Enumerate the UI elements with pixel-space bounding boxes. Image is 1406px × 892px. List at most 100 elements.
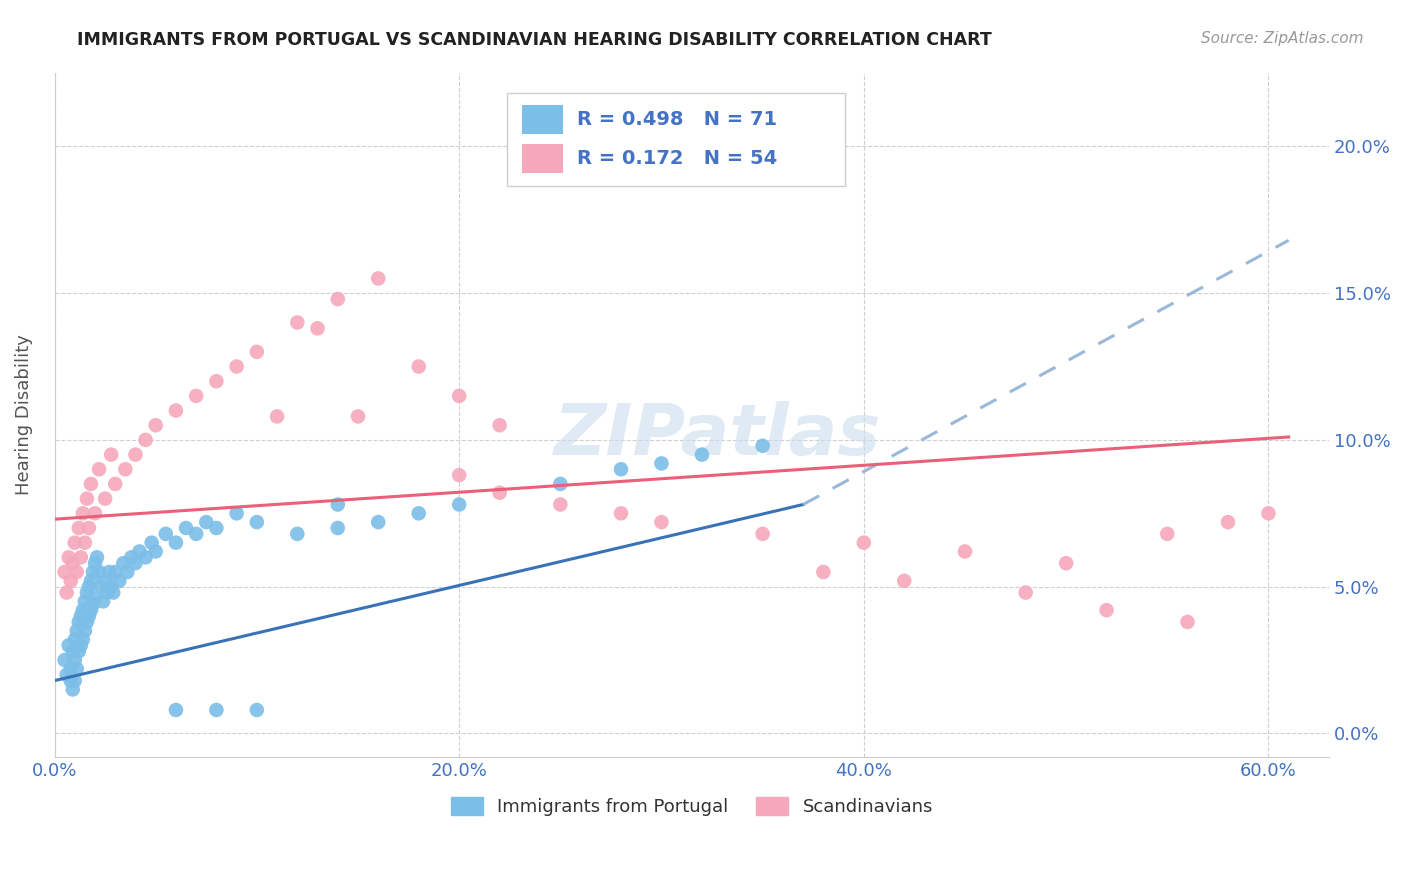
Point — [1216, 515, 1239, 529]
Point — [91, 594, 114, 608]
FancyBboxPatch shape — [508, 94, 845, 186]
Point — [307, 321, 329, 335]
Point — [347, 409, 370, 424]
Point — [610, 462, 633, 476]
Point — [408, 359, 430, 374]
Point — [67, 644, 90, 658]
Point — [326, 498, 349, 512]
Point — [87, 462, 110, 476]
Point — [62, 556, 84, 570]
Point — [69, 609, 91, 624]
Point — [145, 544, 167, 558]
Point — [124, 556, 146, 570]
Point — [367, 515, 389, 529]
Point — [63, 653, 86, 667]
Point — [225, 506, 247, 520]
Point — [86, 550, 108, 565]
Point — [174, 521, 197, 535]
Point — [59, 662, 82, 676]
Point — [205, 521, 228, 535]
Point — [72, 603, 94, 617]
Text: Source: ZipAtlas.com: Source: ZipAtlas.com — [1201, 31, 1364, 46]
Point — [80, 574, 103, 588]
Point — [135, 433, 157, 447]
Point — [63, 673, 86, 688]
Point — [751, 439, 773, 453]
Point — [165, 703, 187, 717]
Text: R = 0.172   N = 54: R = 0.172 N = 54 — [576, 149, 778, 168]
Point — [67, 521, 90, 535]
Point — [246, 703, 269, 717]
FancyBboxPatch shape — [522, 105, 562, 134]
Point — [104, 477, 127, 491]
Point — [94, 574, 117, 588]
Text: ZIPatlas: ZIPatlas — [554, 401, 882, 470]
Point — [69, 550, 91, 565]
Point — [690, 448, 713, 462]
Point — [117, 565, 139, 579]
Point — [186, 526, 208, 541]
Point — [114, 462, 136, 476]
Legend: Immigrants from Portugal, Scandinavians: Immigrants from Portugal, Scandinavians — [443, 789, 941, 823]
Point — [55, 667, 77, 681]
Point — [852, 535, 875, 549]
Point — [953, 544, 976, 558]
Point — [73, 624, 96, 638]
Point — [80, 603, 103, 617]
Point — [103, 585, 125, 599]
Point — [165, 403, 187, 417]
Point — [63, 535, 86, 549]
Point — [104, 565, 127, 579]
Point — [66, 662, 89, 676]
Point — [141, 535, 163, 549]
Point — [76, 585, 98, 599]
Point — [408, 506, 430, 520]
Point — [82, 597, 104, 611]
Point — [165, 535, 187, 549]
Point — [62, 644, 84, 658]
Point — [155, 526, 177, 541]
Point — [72, 632, 94, 647]
Point — [124, 448, 146, 462]
Point — [1156, 526, 1178, 541]
Point — [550, 477, 572, 491]
Point — [100, 448, 122, 462]
Point — [77, 609, 100, 624]
Point — [550, 498, 572, 512]
Point — [112, 556, 135, 570]
Point — [90, 580, 112, 594]
Point — [59, 574, 82, 588]
Point — [893, 574, 915, 588]
Point — [72, 506, 94, 520]
Y-axis label: Hearing Disability: Hearing Disability — [15, 334, 32, 495]
Point — [1054, 556, 1077, 570]
Point — [100, 580, 122, 594]
Point — [67, 615, 90, 629]
Point — [1095, 603, 1118, 617]
Point — [80, 477, 103, 491]
Point — [367, 271, 389, 285]
Point — [63, 632, 86, 647]
Point — [449, 498, 471, 512]
Point — [128, 544, 150, 558]
Point — [66, 624, 89, 638]
Point — [108, 574, 131, 588]
Point — [53, 653, 76, 667]
Point — [77, 521, 100, 535]
Point — [285, 526, 308, 541]
FancyBboxPatch shape — [522, 145, 562, 173]
Point — [186, 389, 208, 403]
Point — [62, 682, 84, 697]
Point — [94, 491, 117, 506]
Point — [82, 565, 104, 579]
Point — [69, 639, 91, 653]
Point — [449, 468, 471, 483]
Point — [205, 374, 228, 388]
Point — [1177, 615, 1199, 629]
Point — [326, 521, 349, 535]
Point — [145, 418, 167, 433]
Point — [813, 565, 835, 579]
Point — [73, 594, 96, 608]
Point — [285, 316, 308, 330]
Point — [650, 515, 672, 529]
